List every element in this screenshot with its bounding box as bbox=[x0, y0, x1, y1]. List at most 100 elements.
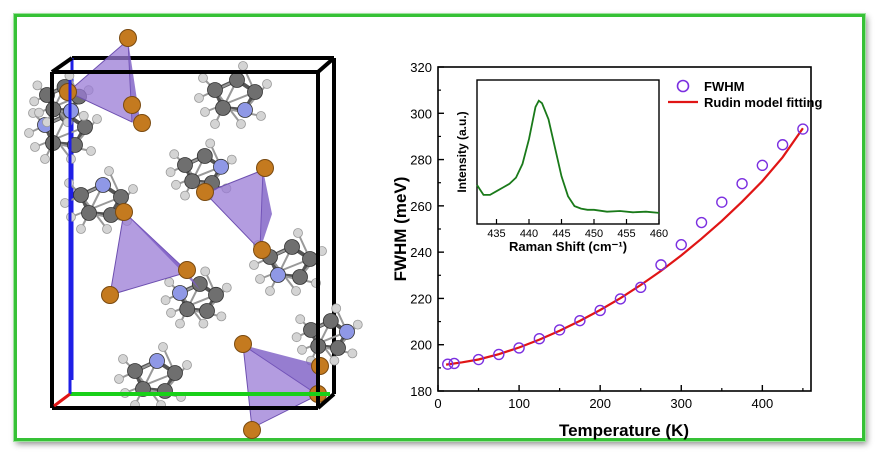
carbon-atom bbox=[208, 286, 224, 303]
y-tick-label: 300 bbox=[410, 106, 432, 121]
hydrogen-atom bbox=[352, 319, 363, 330]
unit-cell-front-edges bbox=[50, 56, 336, 410]
y-tick-label: 180 bbox=[410, 384, 432, 399]
hydrogen-atom bbox=[255, 274, 265, 284]
legend-item-fwhm: FWHM bbox=[676, 79, 744, 94]
bromine-atom bbox=[253, 241, 271, 259]
carbon-atom bbox=[167, 365, 183, 381]
bond bbox=[124, 372, 176, 394]
x-tick-label: 400 bbox=[751, 396, 773, 411]
hydrogen-atom bbox=[194, 93, 204, 103]
fwhm-point bbox=[574, 314, 586, 327]
hydrogen-atom bbox=[329, 355, 340, 366]
hydrogen-atom bbox=[158, 342, 168, 352]
fwhm-point bbox=[635, 281, 647, 294]
main-plot-frame bbox=[437, 66, 812, 392]
tetrahedron-3 bbox=[109, 210, 200, 296]
y-tick-label: 320 bbox=[410, 60, 432, 75]
bond bbox=[170, 293, 217, 314]
hydrogen-atom bbox=[102, 224, 112, 234]
inset-axes-ticks bbox=[495, 219, 660, 224]
carbon-atom bbox=[73, 187, 89, 203]
hydrogen-atom bbox=[92, 114, 102, 124]
hydrogen-atom bbox=[200, 107, 210, 117]
organic-cation bbox=[194, 61, 272, 129]
bond bbox=[259, 258, 311, 280]
x-tick-label: 0 bbox=[434, 396, 441, 411]
fwhm-point bbox=[797, 123, 809, 135]
hydrogen-atom bbox=[29, 96, 40, 107]
hydrogen-atom bbox=[265, 286, 275, 296]
main-axes-tick-labels: 0 100 200 300 400 180 200 220 240 260 280 300 320 bbox=[410, 60, 773, 411]
hydrogen-atom bbox=[221, 282, 232, 293]
nitrogen-atom bbox=[270, 267, 286, 283]
hydrogen-atom bbox=[169, 149, 180, 160]
hydrogen-atom bbox=[118, 354, 128, 364]
hydrogen-atom bbox=[24, 128, 34, 138]
hydrogen-atom bbox=[291, 286, 301, 296]
carbon-atom bbox=[77, 119, 93, 135]
carbon-atom bbox=[229, 72, 245, 88]
hydrogen-atom bbox=[166, 307, 176, 318]
hydrogen-atom bbox=[331, 303, 342, 314]
fwhm-vs-temperature-chart: 0 100 200 300 400 180 200 220 240 260 280 300 320 Te… bbox=[391, 60, 822, 440]
carbon-atom bbox=[207, 82, 223, 98]
y-tick-label: 200 bbox=[410, 338, 432, 353]
inset-x-tick-label: 455 bbox=[617, 228, 635, 240]
fwhm-point bbox=[756, 159, 769, 172]
bromine-atom bbox=[59, 83, 77, 101]
carbon-atom bbox=[157, 383, 173, 399]
inset-x-tick-label: 440 bbox=[520, 228, 538, 240]
hydrogen-atom bbox=[216, 311, 227, 322]
hydrogen-atom bbox=[347, 348, 358, 359]
hydrogen-atom bbox=[182, 360, 192, 370]
hydrogen-atom bbox=[200, 266, 211, 277]
organic-cation bbox=[114, 342, 192, 410]
hydrogen-atom bbox=[128, 184, 138, 194]
hydrogen-atom bbox=[297, 344, 307, 355]
inset-x-tick-label: 435 bbox=[487, 228, 505, 240]
hydrogen-atom bbox=[60, 198, 70, 208]
organic-cation-group bbox=[24, 61, 363, 410]
carbon-atom bbox=[330, 340, 346, 356]
fwhm-point bbox=[716, 196, 728, 208]
legend-item-fit: Rudin model fitting bbox=[668, 95, 822, 110]
bromine-atom bbox=[196, 183, 214, 201]
carbon-atom bbox=[191, 276, 208, 292]
fwhm-point bbox=[448, 357, 460, 370]
hydrogen-atom bbox=[291, 332, 302, 343]
hydrogen-atom bbox=[160, 295, 171, 306]
nitrogen-atom bbox=[339, 323, 355, 340]
inset-x-tick-label: 460 bbox=[650, 228, 668, 240]
hydrogen-atom bbox=[114, 374, 124, 384]
carbon-atom bbox=[322, 313, 339, 329]
hydrogen-atom bbox=[226, 154, 237, 165]
bromine-atom bbox=[101, 286, 119, 304]
nitrogen-atom bbox=[95, 177, 111, 193]
carbon-atom bbox=[292, 269, 308, 285]
legend-label-fit: Rudin model fitting bbox=[704, 95, 822, 110]
nitrogen-atom bbox=[213, 158, 229, 175]
bond bbox=[70, 196, 122, 218]
fwhm-point bbox=[442, 358, 454, 370]
crystal-unit-cell-icon bbox=[24, 29, 363, 439]
fwhm-point bbox=[594, 304, 606, 317]
organic-cation bbox=[160, 266, 232, 329]
nitrogen-atom bbox=[172, 285, 188, 301]
hydrogen-atom bbox=[236, 119, 246, 129]
carbon-atom bbox=[179, 301, 196, 318]
y-tick-label: 260 bbox=[410, 199, 432, 214]
raman-inset-chart: 435 440 445 450 455 460 Raman Shift (cm⁻¹) In… bbox=[455, 79, 668, 254]
bromine-atom bbox=[243, 421, 261, 439]
carbon-atom bbox=[113, 189, 129, 205]
carbon-atom bbox=[177, 157, 193, 173]
inset-y-axis-title: Intensity (a.u.) bbox=[455, 111, 469, 192]
hydrogen-atom bbox=[198, 73, 208, 83]
hydrogen-atom bbox=[165, 167, 176, 178]
organic-cation bbox=[24, 96, 102, 164]
x-tick-label: 200 bbox=[589, 396, 611, 411]
hydrogen-atom bbox=[171, 179, 181, 190]
main-y-axis-title: FWHM (meV) bbox=[391, 177, 410, 282]
carbon-atom bbox=[184, 173, 201, 190]
nitrogen-atom bbox=[149, 353, 165, 369]
